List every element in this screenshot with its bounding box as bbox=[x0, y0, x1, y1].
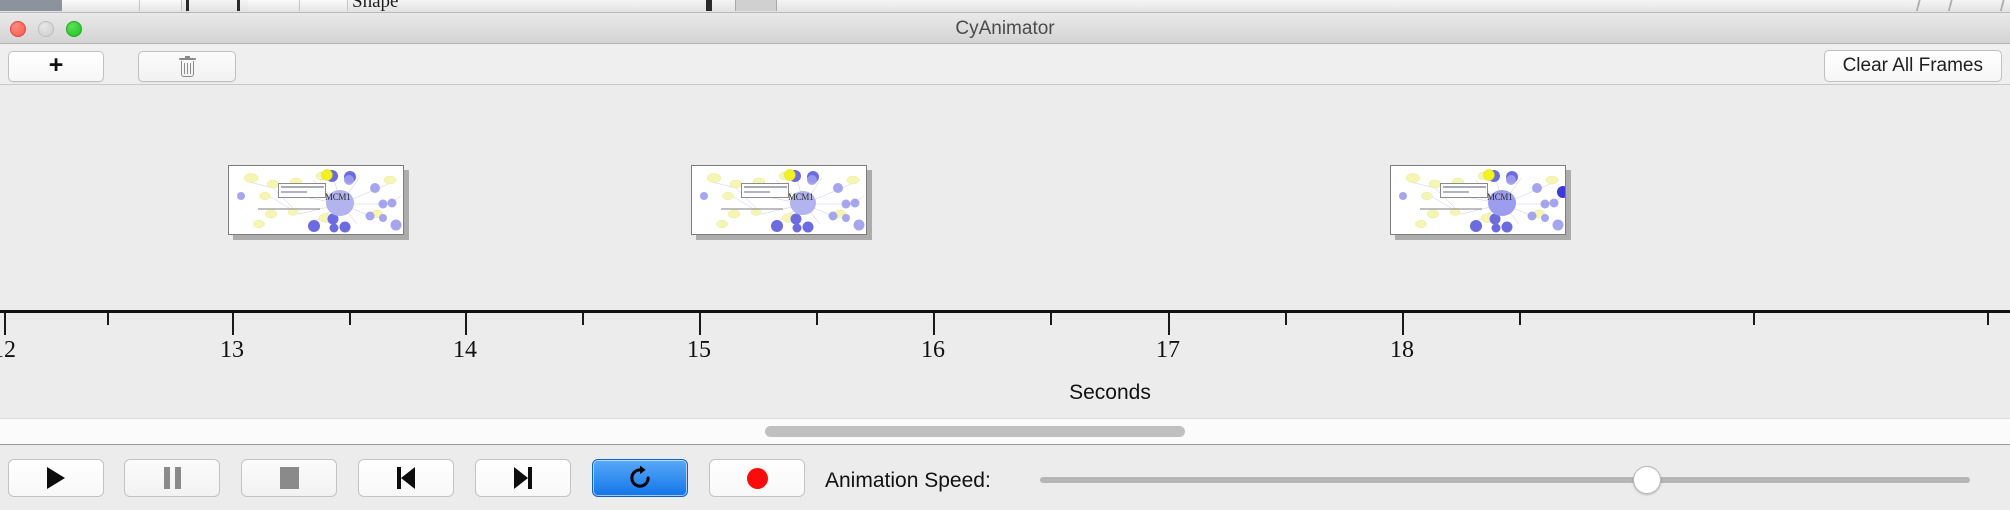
animation-speed-slider-track[interactable] bbox=[1040, 477, 1970, 483]
axis-tick-label: 15 bbox=[687, 337, 711, 363]
background-tick bbox=[706, 0, 712, 11]
axis-title: Seconds bbox=[1069, 381, 1151, 404]
background-tick bbox=[186, 0, 189, 11]
axis-tick-label: 13 bbox=[220, 337, 244, 363]
skip-back-icon bbox=[397, 467, 415, 489]
graph-caption bbox=[258, 208, 320, 210]
axis-tick-minor bbox=[816, 313, 818, 325]
network-graph-preview bbox=[700, 169, 865, 233]
loop-icon bbox=[630, 465, 650, 488]
graph-tooltip bbox=[278, 183, 326, 198]
timeline-scrollbar-thumb[interactable] bbox=[765, 426, 1185, 437]
record-button[interactable] bbox=[709, 459, 805, 497]
minimize-button[interactable] bbox=[38, 21, 54, 37]
background-segment bbox=[248, 0, 300, 11]
background-window-strip: Shape bbox=[0, 0, 2010, 13]
maximize-button[interactable] bbox=[66, 21, 82, 37]
background-tick bbox=[237, 0, 240, 11]
axis-tick-major bbox=[232, 313, 234, 335]
timeline-axis bbox=[0, 310, 2010, 313]
frame-thumbnail-15s[interactable]: MCM1 bbox=[691, 165, 867, 235]
background-segment bbox=[300, 0, 348, 11]
animation-speed-slider-thumb[interactable] bbox=[1633, 466, 1661, 494]
pause-button[interactable] bbox=[124, 459, 220, 497]
axis-tick-minor bbox=[1519, 313, 1521, 325]
close-button[interactable] bbox=[10, 21, 26, 37]
skip-forward-icon bbox=[514, 467, 532, 489]
playback-controls: Animation Speed: bbox=[0, 444, 2010, 510]
previous-frame-button[interactable] bbox=[358, 459, 454, 497]
axis-tick-label: 12 bbox=[0, 337, 16, 363]
axis-tick-label: 16 bbox=[921, 337, 945, 363]
frame-thumbnail-18s[interactable]: MCM1 bbox=[1390, 165, 1566, 235]
axis-tick-label: 17 bbox=[1156, 337, 1180, 363]
axis-tick-major bbox=[465, 313, 467, 335]
play-icon bbox=[47, 467, 65, 489]
loop-button[interactable] bbox=[592, 459, 688, 497]
axis-tick-major bbox=[1402, 313, 1404, 335]
graph-tooltip bbox=[1440, 183, 1488, 198]
axis-tick-label: 18 bbox=[1390, 337, 1414, 363]
animation-speed-label: Animation Speed: bbox=[825, 469, 991, 492]
timeline-scrollbar-track[interactable] bbox=[0, 418, 2010, 444]
frame-thumbnail-13s[interactable]: MCM1 bbox=[228, 165, 404, 235]
background-box bbox=[735, 0, 777, 11]
stop-icon bbox=[279, 467, 299, 489]
graph-caption bbox=[1420, 208, 1482, 210]
axis-tick-minor bbox=[1285, 313, 1287, 325]
axis-tick-minor bbox=[107, 313, 109, 325]
axis-tick-minor bbox=[582, 313, 584, 325]
axis-tick-label: 14 bbox=[453, 337, 477, 363]
title-bar: CyAnimator bbox=[0, 13, 2010, 44]
window-controls bbox=[10, 21, 82, 37]
hub-node-label: MCM1 bbox=[325, 192, 351, 202]
axis-tick-minor bbox=[1753, 313, 1755, 325]
axis-tick-minor bbox=[1050, 313, 1052, 325]
background-segment bbox=[140, 0, 182, 11]
delete-frame-button[interactable] bbox=[138, 51, 236, 82]
trash-icon bbox=[178, 56, 196, 77]
clear-all-frames-button[interactable]: Clear All Frames bbox=[1823, 50, 2002, 82]
background-slash bbox=[1996, 0, 2008, 11]
background-window-label: Shape bbox=[352, 0, 399, 12]
plus-icon: + bbox=[48, 51, 64, 79]
stop-button[interactable] bbox=[241, 459, 337, 497]
background-segment bbox=[62, 0, 140, 11]
hub-node-label: MCM1 bbox=[788, 192, 814, 202]
timeline-canvas[interactable]: MCM1 bbox=[0, 85, 2010, 418]
hub-node-label: MCM1 bbox=[1487, 192, 1513, 202]
axis-tick-major bbox=[1168, 313, 1170, 335]
axis-tick-major bbox=[933, 313, 935, 335]
background-slash bbox=[1944, 0, 1956, 11]
record-icon bbox=[746, 467, 768, 489]
graph-tooltip bbox=[741, 183, 789, 198]
next-frame-button[interactable] bbox=[475, 459, 571, 497]
network-graph-preview bbox=[1399, 169, 1565, 233]
background-window-sidebar bbox=[0, 0, 62, 11]
pause-icon bbox=[163, 467, 181, 489]
window-title: CyAnimator bbox=[955, 18, 1055, 39]
axis-tick-minor bbox=[1987, 313, 1989, 325]
play-button[interactable] bbox=[8, 459, 104, 497]
axis-tick-minor bbox=[349, 313, 351, 325]
axis-tick-major bbox=[699, 313, 701, 335]
graph-caption bbox=[721, 208, 783, 210]
toolbar: + Clear All Frames bbox=[0, 44, 2010, 85]
background-slash bbox=[1912, 0, 1924, 11]
network-graph-preview bbox=[237, 169, 402, 233]
axis-tick-major bbox=[4, 313, 6, 335]
add-frame-button[interactable]: + bbox=[8, 51, 104, 82]
